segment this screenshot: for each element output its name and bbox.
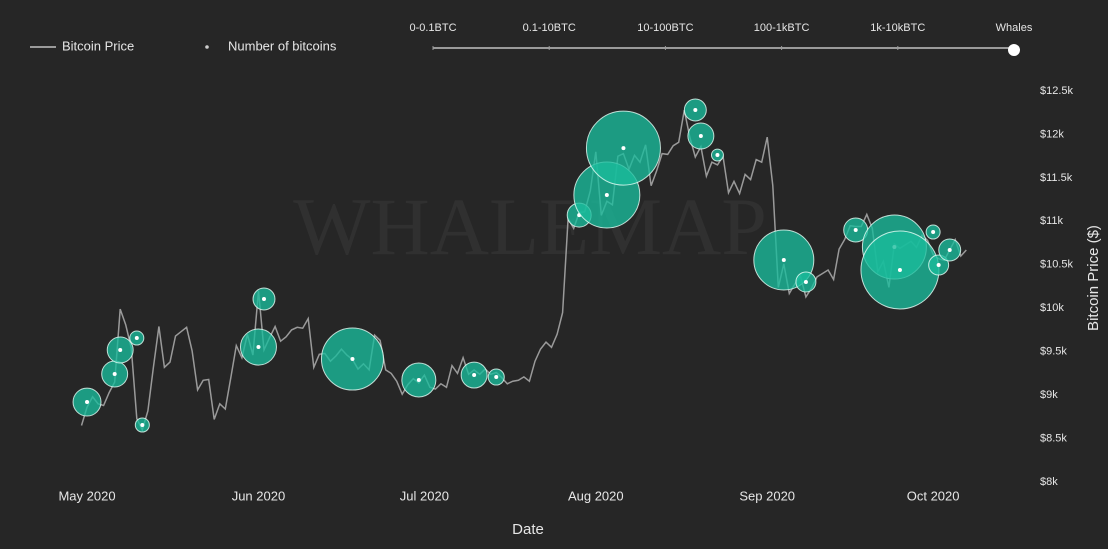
y-tick-label: $11k	[1040, 215, 1064, 227]
bubble-center	[256, 345, 261, 350]
x-tick-label: Oct 2020	[907, 488, 960, 503]
bubble-center	[112, 371, 117, 376]
watermark: WHALEMAP	[293, 181, 767, 272]
bubble-center	[698, 134, 703, 139]
x-tick-label: Aug 2020	[568, 488, 624, 503]
y-tick-label: $9k	[1040, 389, 1058, 401]
bubble-center	[472, 373, 477, 378]
y-axis-title: Bitcoin Price ($)	[1085, 225, 1102, 331]
bubble-center	[936, 263, 941, 268]
bubble-center	[931, 230, 936, 235]
filter-option[interactable]: 100-1kBTC	[754, 22, 810, 34]
x-tick-label: Jun 2020	[232, 488, 286, 503]
legend-label: Number of bitcoins	[228, 38, 337, 53]
y-tick-label: $10.5k	[1040, 259, 1074, 271]
bubble-center	[118, 348, 123, 353]
bubble-center	[621, 146, 626, 151]
bubble-center	[947, 248, 952, 253]
y-tick-label: $8k	[1040, 476, 1058, 488]
x-tick-label: May 2020	[58, 488, 115, 503]
bubble-center	[261, 297, 266, 302]
filter-knob[interactable]	[1008, 44, 1020, 56]
filter-option[interactable]: 10-100BTC	[637, 22, 693, 34]
filter-option[interactable]: Whales	[996, 22, 1033, 34]
y-tick-label: $12.5k	[1040, 85, 1074, 97]
bubble-center	[134, 336, 139, 341]
x-axis-title: Date	[512, 521, 544, 538]
bubble-center	[803, 279, 808, 284]
bubble-center	[897, 267, 902, 272]
filter-option[interactable]: 1k-10kBTC	[870, 22, 925, 34]
y-tick-label: $11.5k	[1040, 172, 1073, 184]
price-line	[80, 109, 967, 432]
x-tick-label: Sep 2020	[739, 488, 795, 503]
y-tick-label: $9.5k	[1040, 346, 1067, 358]
bubble-center	[85, 400, 90, 405]
filter-option[interactable]: 0-0.1BTC	[409, 22, 456, 34]
legend-dot	[205, 45, 209, 49]
bubble-center	[853, 228, 858, 233]
y-tick-label: $8.5k	[1040, 432, 1067, 444]
bubble-center	[140, 423, 145, 428]
bubble-center	[781, 257, 786, 262]
bubble-center	[604, 193, 609, 198]
filter-option[interactable]: 0.1-10BTC	[523, 22, 576, 34]
legend-label: Bitcoin Price	[62, 38, 134, 53]
bubble-center	[715, 153, 720, 158]
y-tick-label: $12k	[1040, 128, 1064, 140]
bubble-center	[416, 377, 421, 382]
bubble-center	[494, 375, 499, 380]
y-tick-label: $10k	[1040, 302, 1064, 314]
x-tick-label: Jul 2020	[400, 488, 449, 503]
bubble-center	[693, 108, 698, 113]
bubble-center	[350, 357, 355, 362]
